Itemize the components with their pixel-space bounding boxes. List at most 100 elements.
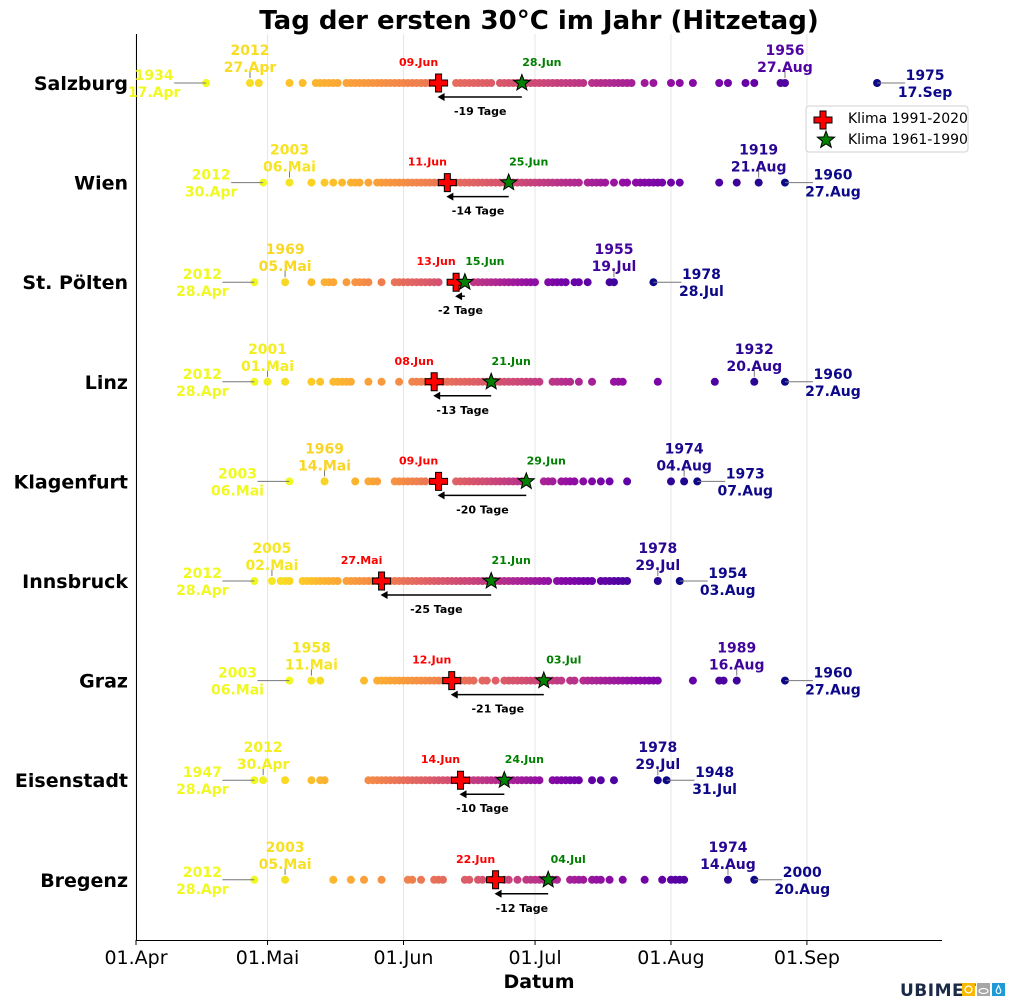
annotation-year: 2000 bbox=[783, 865, 822, 881]
station-label: Wien bbox=[74, 173, 128, 195]
annotation-date: 14.Aug bbox=[700, 857, 756, 873]
klima-1961-1990-label: 21.Jun bbox=[492, 355, 531, 368]
annotation-year: 1919 bbox=[739, 143, 778, 159]
sun-icon bbox=[962, 983, 975, 996]
data-point bbox=[285, 577, 294, 585]
data-point bbox=[360, 676, 369, 685]
data-point bbox=[487, 79, 496, 87]
data-point bbox=[281, 377, 290, 386]
annotation-year: 1974 bbox=[665, 441, 704, 457]
klima-1991-2020-label: 09.Jun bbox=[399, 454, 438, 467]
data-point bbox=[377, 875, 386, 884]
shift-label: -20 Tage bbox=[456, 503, 509, 516]
annotation-year: 1978 bbox=[638, 740, 677, 756]
data-point bbox=[750, 377, 759, 386]
x-tick-label: 01.Sep bbox=[774, 947, 840, 969]
x-tick-label: 01.Jun bbox=[374, 947, 434, 969]
ubimet-logo: UBIMET bbox=[900, 981, 1005, 1001]
annotation-date: 11.Mai bbox=[285, 658, 338, 674]
arrow-head-icon bbox=[437, 491, 445, 500]
data-point bbox=[640, 79, 649, 87]
data-point bbox=[561, 278, 570, 287]
data-point bbox=[267, 577, 276, 585]
station-label: Innsbruck bbox=[22, 571, 128, 593]
data-point bbox=[307, 676, 316, 685]
annotation-year: 1960 bbox=[813, 367, 852, 383]
data-point bbox=[373, 477, 382, 486]
annotation-date: 02.Mai bbox=[245, 558, 298, 574]
data-point bbox=[680, 875, 689, 884]
shift-label: -14 Tage bbox=[452, 205, 505, 218]
data-point bbox=[281, 776, 290, 785]
klima-1991-2020-label: 22.Jun bbox=[456, 853, 495, 866]
klima-1961-1990-marker bbox=[534, 670, 554, 689]
data-point bbox=[715, 178, 724, 187]
arrow-head-icon bbox=[433, 391, 441, 400]
data-point bbox=[333, 577, 342, 585]
klima-1991-2020-label: 08.Jun bbox=[395, 355, 434, 368]
annotation-date: 17.Apr bbox=[128, 85, 181, 101]
station-label: St. Pölten bbox=[22, 272, 128, 294]
data-point bbox=[504, 875, 513, 884]
annotation-year: 1958 bbox=[292, 641, 331, 657]
station-label: Bregenz bbox=[40, 870, 128, 892]
data-point bbox=[250, 875, 259, 884]
annotation-year: 2005 bbox=[252, 541, 291, 557]
data-point bbox=[666, 79, 675, 87]
data-point bbox=[408, 875, 417, 884]
annotation-date: 06.Mai bbox=[263, 160, 316, 176]
klima-1991-2020-marker bbox=[442, 671, 462, 691]
arrow-head-icon bbox=[450, 690, 458, 699]
klima-1991-2020-label: 11.Jun bbox=[408, 156, 447, 169]
annotation-year: 1934 bbox=[135, 68, 174, 84]
shift-label: -25 Tage bbox=[410, 603, 463, 616]
data-point bbox=[732, 676, 741, 685]
data-point bbox=[627, 79, 636, 87]
data-point bbox=[250, 377, 259, 386]
annotation-year: 1974 bbox=[708, 840, 747, 856]
annotation-date: 29.Jul bbox=[635, 558, 680, 574]
annotation-year: 2012 bbox=[183, 865, 222, 881]
klima-1961-1990-label: 15.Jun bbox=[465, 255, 504, 268]
data-point bbox=[658, 178, 667, 187]
annotation-date: 28.Apr bbox=[176, 583, 229, 599]
data-point bbox=[329, 178, 338, 187]
klima-1991-2020-marker bbox=[424, 372, 444, 392]
data-point bbox=[754, 178, 763, 187]
annotation-year: 2003 bbox=[218, 666, 257, 682]
station-label: Salzburg bbox=[34, 73, 128, 95]
klima-1961-1990-label: 25.Jun bbox=[509, 156, 548, 169]
drop-icon bbox=[992, 983, 1005, 996]
data-point bbox=[395, 377, 404, 386]
data-point bbox=[346, 875, 355, 884]
shift-label: -2 Tage bbox=[438, 304, 483, 317]
annotation-date: 27.Aug bbox=[805, 384, 861, 400]
shift-label: -12 Tage bbox=[496, 902, 549, 915]
data-point bbox=[377, 278, 386, 287]
data-point bbox=[666, 178, 675, 187]
data-point bbox=[649, 79, 658, 87]
data-point bbox=[579, 875, 588, 884]
klima-1991-2020-marker bbox=[429, 471, 449, 491]
klima-1991-2020-label: 12.Jun bbox=[412, 654, 451, 667]
klima-1961-1990-label: 21.Jun bbox=[492, 554, 531, 567]
annotation-year: 1969 bbox=[305, 441, 344, 457]
data-point bbox=[653, 676, 662, 685]
data-point bbox=[723, 79, 732, 87]
klima-1961-1990-label: 24.Jun bbox=[505, 753, 544, 766]
station-label: Graz bbox=[79, 671, 128, 693]
data-point bbox=[623, 477, 632, 486]
arrow-head-icon bbox=[437, 93, 445, 101]
data-point bbox=[531, 278, 540, 287]
data-point bbox=[298, 79, 307, 87]
data-point bbox=[355, 178, 364, 187]
star-marker-icon bbox=[816, 129, 836, 149]
annotation-year: 2012 bbox=[231, 43, 270, 59]
data-point bbox=[250, 776, 259, 785]
annotation-date: 05.Mai bbox=[259, 259, 312, 275]
